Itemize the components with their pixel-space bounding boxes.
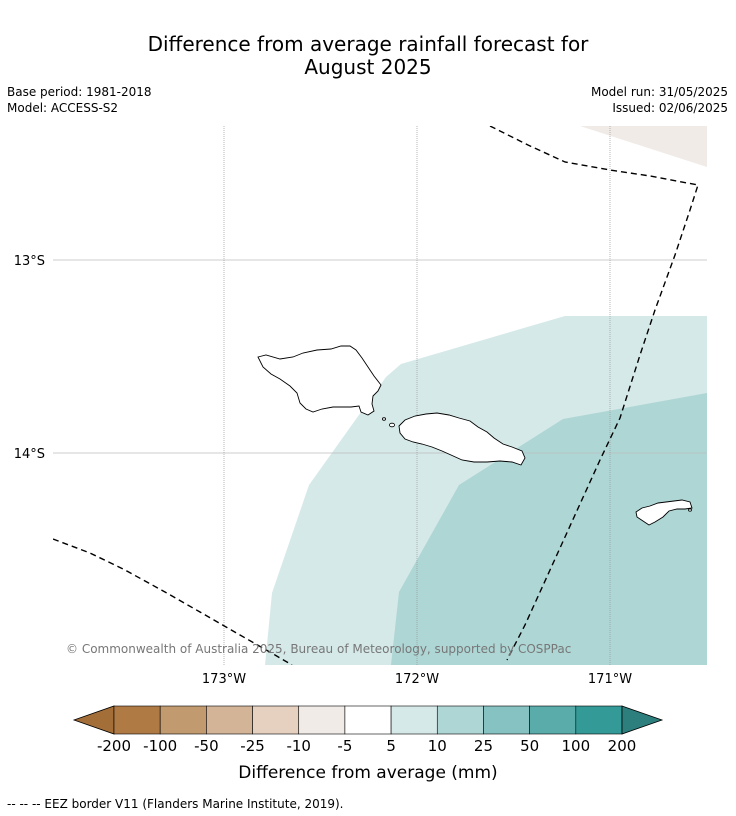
colorbar-swatch	[483, 705, 530, 735]
colorbar-tick-label: 50	[520, 737, 539, 755]
colorbar-swatch	[298, 705, 346, 735]
colorbar-tick-label: -100	[143, 737, 177, 755]
map-title-line2: August 2025	[304, 55, 432, 79]
colorbar-swatch	[529, 705, 577, 735]
issued-date: Issued: 02/06/2025	[612, 101, 728, 115]
eez-border-southwest	[53, 538, 293, 665]
colorbar-label: Difference from average (mm)	[238, 763, 497, 783]
aunuu-island	[688, 508, 692, 512]
lon-label-173w: 173°W	[202, 672, 246, 687]
colorbar-swatch	[575, 705, 623, 735]
forecast-band-10-25	[391, 393, 707, 665]
eez-legend-note: -- -- -- EEZ border V11 (Flanders Marine…	[7, 797, 344, 811]
base-period: Base period: 1981-2018	[7, 85, 152, 99]
model-run: Model run: 31/05/2025	[590, 85, 728, 99]
colorbar-swatch	[159, 705, 207, 735]
colorbar-tick-label: 5	[386, 737, 396, 755]
colorbar-tick-label: -200	[97, 737, 131, 755]
tutuila-island	[635, 499, 693, 526]
model-name: Model: ACCESS-S2	[7, 101, 119, 115]
lat-label-13s: 13°S	[14, 254, 45, 269]
below-average-region	[580, 126, 707, 167]
upolu-island	[398, 412, 526, 466]
lon-label-172w: 172°W	[395, 672, 439, 687]
copyright-notice: © Commonwealth of Australia 2025, Bureau…	[66, 642, 571, 656]
colorbar-tick-label: 100	[561, 737, 590, 755]
colorbar-arrow-below	[72, 705, 115, 735]
savaii-island	[257, 345, 382, 416]
colorbar-swatch	[344, 705, 392, 735]
colorbar: -200 -100 -50 -25 -10 -5 5 10 25 50 100 200	[72, 705, 664, 755]
colorbar-tick-label: 10	[428, 737, 447, 755]
map-title-line1: Difference from average rainfall forecas…	[147, 32, 589, 56]
colorbar-tick-label: 25	[474, 737, 493, 755]
colorbar-swatch	[390, 705, 438, 735]
map-area	[53, 126, 707, 665]
colorbar-tick-label: -5	[337, 737, 352, 755]
manono-island	[388, 422, 395, 428]
colorbar-tick-label: 200	[608, 737, 637, 755]
eez-border-north	[489, 126, 699, 661]
colorbar-arrow-above	[621, 705, 664, 735]
colorbar-tick-label: -25	[240, 737, 265, 755]
colorbar-tick-label: -10	[286, 737, 311, 755]
colorbar-swatch	[206, 705, 253, 735]
colorbar-swatch	[252, 705, 300, 735]
colorbar-tick-label: -50	[194, 737, 219, 755]
apolima-island	[381, 417, 386, 421]
lon-label-171w: 171°W	[588, 672, 632, 687]
colorbar-swatch	[113, 705, 161, 735]
lat-label-14s: 14°S	[14, 447, 45, 462]
colorbar-swatch	[436, 705, 484, 735]
